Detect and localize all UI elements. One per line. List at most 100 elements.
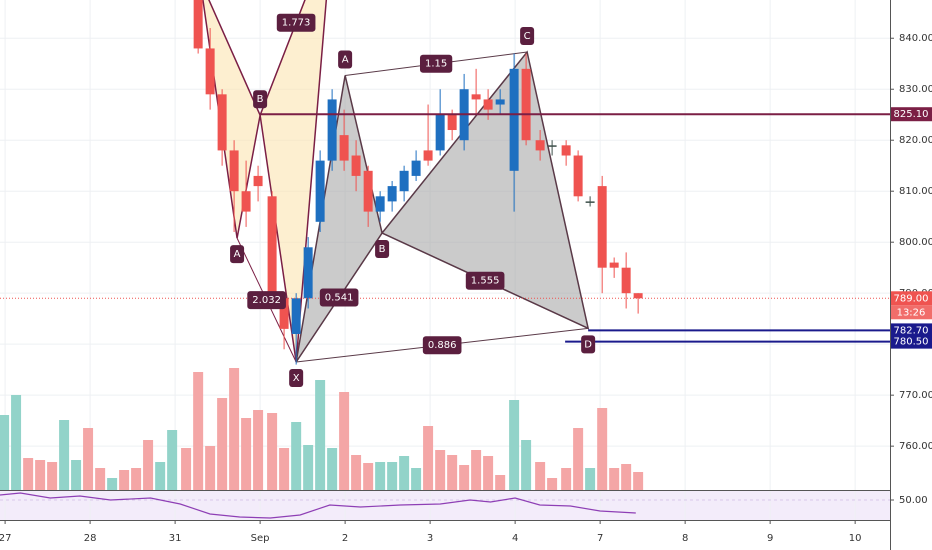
ratio-label-box: [419, 54, 453, 73]
y-tick-label: 820.00: [899, 135, 932, 146]
candle-body: [547, 145, 557, 147]
volume-bar: [483, 456, 494, 490]
x-tick-label: 10: [849, 533, 862, 544]
candle-body: [535, 140, 545, 151]
candle-body: [375, 196, 385, 212]
price-label-box: [891, 323, 932, 338]
candle-body: [585, 201, 595, 203]
candle-body: [327, 99, 337, 161]
candle-body: [241, 191, 251, 212]
point-label: B: [379, 244, 386, 255]
candle-body: [193, 0, 203, 49]
volume-bar: [71, 460, 82, 490]
volume-bar: [241, 418, 252, 490]
ratio-label-box: [276, 13, 316, 32]
volume-bar: [339, 392, 350, 490]
rsi: [0, 492, 636, 519]
candle-body: [447, 114, 457, 131]
candle-body: [561, 145, 571, 156]
volume-bar: [35, 460, 46, 490]
candles: [193, 0, 643, 365]
rsi-tick-label: 50.00: [899, 495, 928, 506]
ratio-label-box: [319, 288, 359, 307]
y-tick-label: 800.00: [899, 237, 932, 248]
ratio-label-box: [465, 271, 505, 290]
volume-bar: [585, 468, 596, 490]
volume-bar: [547, 478, 558, 490]
candle-body: [471, 94, 481, 100]
volume-bar: [23, 458, 34, 490]
x-tick-label: 8: [682, 533, 688, 544]
volume-bar: [459, 465, 470, 490]
volume-bar: [303, 445, 314, 490]
countdown-box: [891, 305, 932, 320]
candle-body: [411, 160, 421, 176]
candle-body: [495, 99, 505, 105]
volume-bar: [229, 368, 240, 490]
y-tick-label: 840.00: [899, 33, 932, 44]
price-label: 780.50: [894, 337, 929, 348]
candle-body: [267, 196, 277, 299]
volume-bar: [535, 462, 546, 490]
candle-body: [609, 262, 619, 268]
candle-body: [291, 298, 301, 334]
axes: 760.00770.00780.00790.00800.00810.00820.…: [0, 33, 932, 544]
price-label: 825.10: [894, 109, 929, 120]
ratio-label: 1.555: [471, 276, 500, 287]
volume-bar: [351, 455, 362, 490]
volume-bar: [131, 468, 142, 490]
x-tick-label: 2: [342, 533, 348, 544]
volume-bar: [399, 456, 410, 490]
volume-bar: [327, 448, 338, 490]
candle-body: [597, 186, 607, 268]
candle-body: [253, 175, 263, 187]
x-tick-label: 28: [84, 533, 97, 544]
volume-bar: [609, 468, 620, 490]
x-tick-label: Sep: [251, 533, 270, 544]
volume-bar: [119, 470, 130, 490]
volume-bar: [447, 455, 458, 490]
candle-body: [509, 68, 519, 171]
volume-bar: [509, 400, 520, 490]
ratio-label: 0.541: [325, 293, 354, 304]
volume: [0, 368, 644, 490]
volume-bar: [621, 464, 632, 490]
ratio-label: 1.15: [425, 59, 447, 70]
x-tick-label: 27: [0, 533, 11, 544]
volume-bar: [267, 413, 278, 490]
x-tick-label: 3: [427, 533, 433, 544]
candle-body: [217, 94, 227, 151]
volume-bar: [143, 440, 154, 490]
candle-body: [435, 114, 445, 151]
x-tick-label: 7: [597, 533, 603, 544]
volume-bar: [495, 475, 506, 490]
point-label: C: [524, 31, 531, 42]
candle-body: [633, 293, 643, 299]
point-label-box: [289, 369, 304, 388]
point-label-box: [338, 50, 353, 69]
volume-bar: [315, 380, 326, 490]
volume-bar: [83, 428, 94, 490]
volume-bar: [279, 448, 290, 490]
candle-body: [399, 170, 409, 192]
candle-body: [387, 186, 397, 202]
y-tick-label: 770.00: [899, 390, 932, 401]
price-label-box: [891, 107, 932, 122]
candle-body: [351, 155, 361, 176]
ratio-label: 0.886: [428, 340, 457, 351]
volume-bar: [521, 440, 532, 490]
volume-bar: [155, 462, 166, 490]
point-label: B: [257, 94, 264, 105]
point-label-box: [375, 240, 390, 259]
countdown-label: 13:26: [897, 307, 926, 318]
volume-bar: [435, 450, 446, 490]
point-label-box: [581, 335, 596, 354]
candle-body: [573, 155, 583, 197]
volume-bar: [633, 472, 644, 490]
volume-bar: [411, 468, 422, 490]
volume-bar: [167, 430, 178, 490]
candle-body: [423, 150, 433, 161]
volume-bar: [573, 428, 584, 490]
candle-body: [621, 267, 631, 294]
